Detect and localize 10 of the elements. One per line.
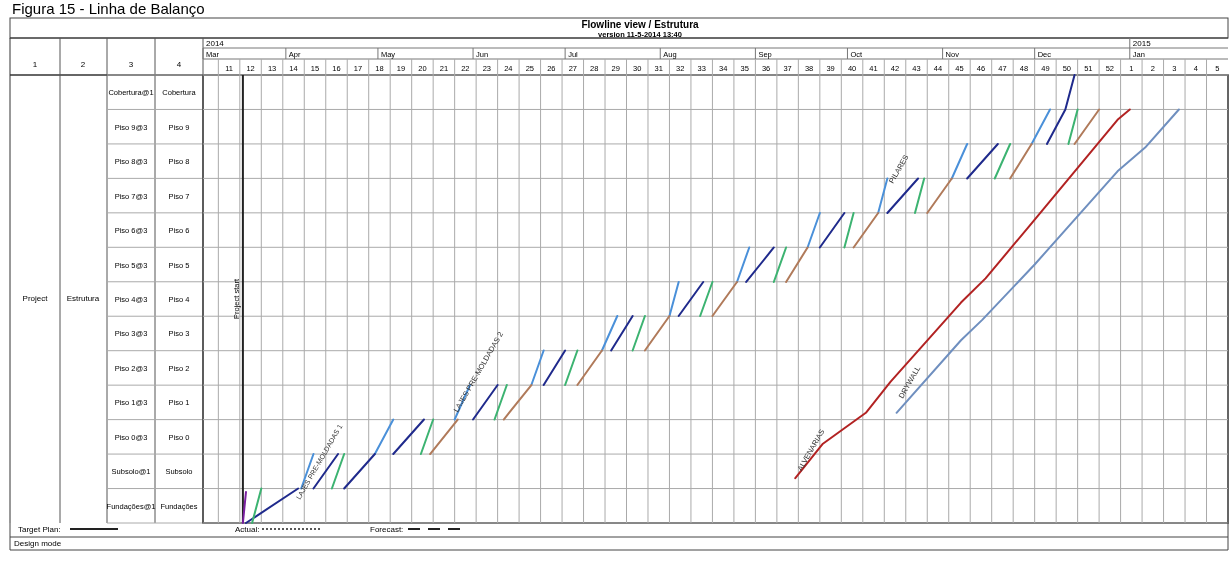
text: 2014 <box>206 39 225 48</box>
text: Forecast: <box>370 525 404 534</box>
text: Design mode <box>14 539 62 548</box>
text: Figura 15 - Linha de Balanço <box>12 0 205 17</box>
text: 2015 <box>1132 39 1152 48</box>
text: Actual: <box>235 525 260 534</box>
text: Estrutura <box>66 294 100 303</box>
text: Target Plan: <box>18 525 61 534</box>
text: Project <box>22 294 49 303</box>
chart-title: Flowline view / Estrutura <box>581 19 700 30</box>
